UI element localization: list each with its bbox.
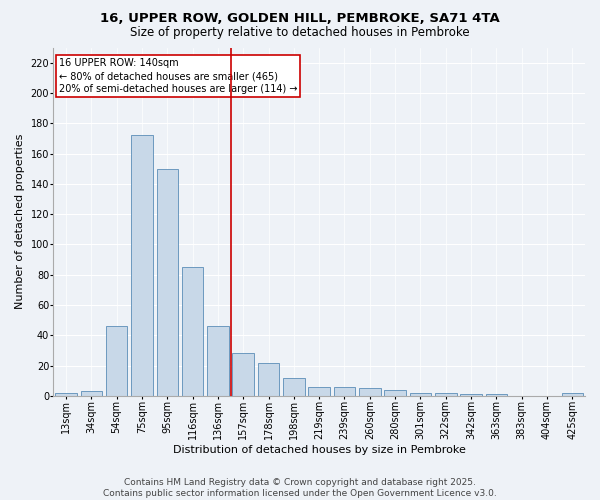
X-axis label: Distribution of detached houses by size in Pembroke: Distribution of detached houses by size … bbox=[173, 445, 466, 455]
Bar bbox=[334, 387, 355, 396]
Text: Contains HM Land Registry data © Crown copyright and database right 2025.
Contai: Contains HM Land Registry data © Crown c… bbox=[103, 478, 497, 498]
Bar bbox=[182, 267, 203, 396]
Bar bbox=[385, 390, 406, 396]
Bar bbox=[207, 326, 229, 396]
Text: Size of property relative to detached houses in Pembroke: Size of property relative to detached ho… bbox=[130, 26, 470, 39]
Bar bbox=[485, 394, 507, 396]
Bar bbox=[562, 393, 583, 396]
Bar bbox=[131, 136, 153, 396]
Bar bbox=[283, 378, 305, 396]
Bar bbox=[157, 168, 178, 396]
Bar bbox=[460, 394, 482, 396]
Y-axis label: Number of detached properties: Number of detached properties bbox=[15, 134, 25, 310]
Text: 16 UPPER ROW: 140sqm
← 80% of detached houses are smaller (465)
20% of semi-deta: 16 UPPER ROW: 140sqm ← 80% of detached h… bbox=[59, 58, 297, 94]
Bar bbox=[106, 326, 127, 396]
Text: 16, UPPER ROW, GOLDEN HILL, PEMBROKE, SA71 4TA: 16, UPPER ROW, GOLDEN HILL, PEMBROKE, SA… bbox=[100, 12, 500, 26]
Bar bbox=[359, 388, 380, 396]
Bar bbox=[308, 387, 330, 396]
Bar bbox=[80, 392, 102, 396]
Bar bbox=[435, 393, 457, 396]
Bar bbox=[55, 393, 77, 396]
Bar bbox=[410, 393, 431, 396]
Bar bbox=[258, 362, 279, 396]
Bar bbox=[232, 354, 254, 396]
